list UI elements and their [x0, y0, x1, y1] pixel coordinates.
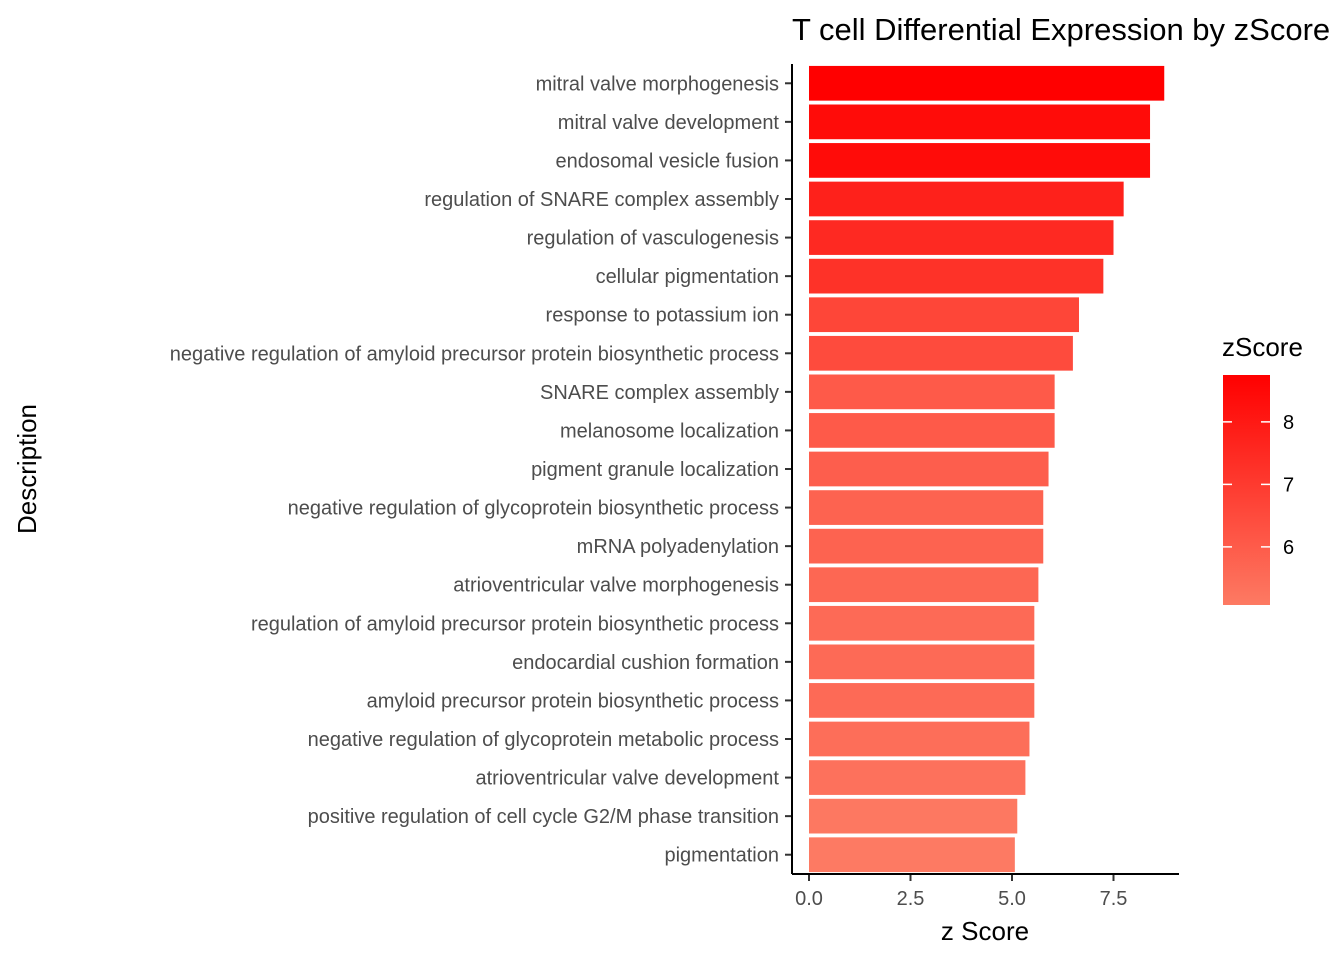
category-label: response to potassium ion — [546, 305, 779, 327]
category-label: melanosome localization — [560, 420, 779, 442]
category-label: negative regulation of glycoprotein bios… — [288, 498, 779, 520]
chart-title: T cell Differential Expression by zScore — [792, 12, 1330, 47]
bar — [809, 760, 1026, 795]
bar — [809, 567, 1039, 603]
x-tick-label: 2.5 — [897, 888, 925, 910]
category-label: pigment granule localization — [531, 459, 779, 481]
category-label: cellular pigmentation — [596, 266, 779, 288]
bar — [809, 335, 1073, 371]
x-axis-title: z Score — [941, 916, 1029, 946]
category-label: amyloid precursor protein biosynthetic p… — [367, 690, 779, 712]
category-label: regulation of SNARE complex assembly — [424, 189, 779, 211]
color-legend: zScore 8 7 6 — [1222, 332, 1303, 605]
bar — [809, 220, 1114, 255]
category-label: negative regulation of amyloid precursor… — [170, 343, 779, 365]
bar-group — [809, 65, 1165, 873]
category-label: pigmentation — [664, 845, 779, 867]
y-axis-title: Description — [12, 404, 42, 534]
legend-tick-label: 8 — [1283, 412, 1294, 434]
x-ticks: 0.0 2.5 5.0 7.5 — [795, 874, 1127, 910]
category-label: atrioventricular valve development — [476, 768, 780, 790]
category-label: regulation of amyloid precursor protein … — [251, 613, 779, 635]
bar — [809, 837, 1015, 873]
bar — [809, 721, 1030, 757]
y-ticks — [785, 82, 792, 856]
category-label: atrioventricular valve morphogenesis — [453, 575, 779, 597]
bar — [809, 143, 1151, 178]
x-tick-label: 0.0 — [795, 888, 823, 910]
bar — [809, 490, 1044, 525]
x-tick-label: 5.0 — [998, 888, 1026, 910]
bar — [809, 413, 1055, 448]
bar — [809, 65, 1165, 101]
legend-colorbar — [1223, 375, 1270, 605]
bar — [809, 181, 1124, 217]
legend-tick-label: 7 — [1283, 474, 1294, 496]
category-label: mitral valve development — [558, 112, 780, 134]
bar — [809, 374, 1055, 410]
x-tick-label: 7.5 — [1100, 888, 1128, 910]
bar — [809, 683, 1035, 718]
bar — [809, 528, 1044, 564]
category-label: positive regulation of cell cycle G2/M p… — [308, 806, 779, 828]
bar — [809, 258, 1104, 294]
category-label: regulation of vasculogenesis — [527, 228, 779, 250]
bar — [809, 798, 1018, 834]
category-label: mRNA polyadenylation — [577, 536, 779, 558]
category-label: endocardial cushion formation — [512, 652, 779, 674]
bar — [809, 104, 1151, 140]
category-label: endosomal vesicle fusion — [556, 150, 779, 172]
category-label: mitral valve morphogenesis — [536, 73, 779, 95]
bar — [809, 451, 1049, 487]
legend-tick-label: 6 — [1283, 537, 1294, 559]
bar — [809, 644, 1035, 680]
y-tick-labels: mitral valve morphogenesis mitral valve d… — [170, 73, 780, 866]
category-label: SNARE complex assembly — [540, 382, 779, 404]
legend-title: zScore — [1222, 332, 1303, 362]
legend-ticks: 8 7 6 — [1223, 412, 1294, 559]
category-label: negative regulation of glycoprotein meta… — [308, 729, 779, 751]
bar — [809, 297, 1079, 333]
bar — [809, 605, 1035, 641]
